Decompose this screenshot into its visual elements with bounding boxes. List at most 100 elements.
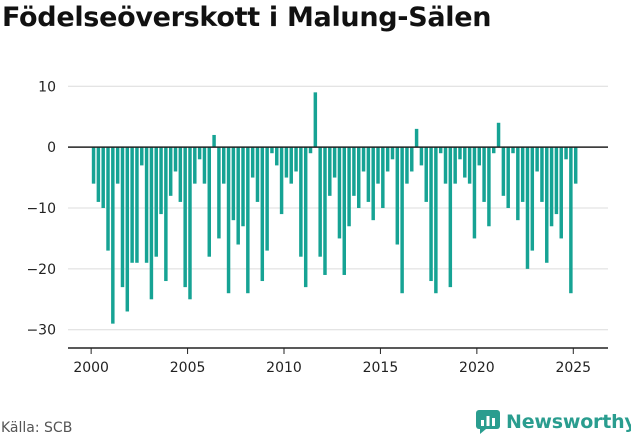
bar	[496, 122, 501, 148]
bar	[405, 147, 409, 184]
bar	[381, 147, 385, 208]
bar	[299, 147, 303, 257]
bar	[573, 147, 578, 184]
bar	[385, 147, 390, 172]
chart-title: Födelseöverskott i Malung-Sälen	[2, 2, 492, 33]
bar	[236, 147, 240, 245]
x-axis: 2000 2005 2010 2015 2020 2025	[68, 347, 608, 376]
bar	[318, 147, 322, 257]
bar	[540, 147, 544, 202]
bar	[308, 147, 313, 154]
bar	[564, 147, 568, 160]
bar	[164, 147, 168, 282]
bar	[376, 147, 380, 184]
source-note: Källa: SCB	[1, 420, 73, 436]
bar	[463, 147, 467, 178]
bar	[241, 147, 245, 227]
bar	[501, 147, 506, 196]
bar	[120, 147, 125, 288]
bar	[395, 147, 400, 245]
brand-logo: Newsworthy	[476, 408, 631, 436]
bar	[279, 147, 284, 215]
bar	[178, 147, 183, 202]
bar	[193, 147, 197, 184]
bar	[183, 147, 187, 288]
bar	[545, 147, 549, 263]
bar	[222, 147, 226, 184]
bar	[217, 147, 221, 239]
bar	[414, 128, 419, 148]
bar	[270, 147, 274, 154]
brand-name: Newsworthy	[506, 411, 631, 433]
bar	[429, 147, 433, 282]
bar	[125, 147, 130, 312]
bar	[342, 147, 346, 275]
x-tick-label: 2015	[363, 360, 399, 376]
bar	[207, 147, 211, 257]
x-tick-label: 2000	[73, 360, 109, 376]
y-tick-label: −20	[26, 262, 56, 278]
bar	[530, 147, 535, 251]
bar	[250, 147, 255, 178]
bar	[101, 147, 105, 208]
bar	[106, 147, 110, 251]
x-tick-label: 2025	[555, 360, 591, 376]
bar	[332, 147, 337, 178]
bar	[467, 147, 472, 184]
bar	[140, 147, 144, 166]
bar-series	[91, 92, 578, 324]
bar	[371, 147, 375, 221]
bar	[91, 147, 96, 184]
bar	[337, 147, 342, 239]
bar	[390, 147, 395, 160]
bar	[197, 147, 202, 160]
bar	[149, 147, 154, 300]
bar	[482, 147, 486, 202]
bar	[453, 147, 457, 184]
bar	[361, 147, 366, 172]
bar	[303, 147, 308, 288]
bar	[135, 147, 139, 263]
bar	[115, 147, 120, 184]
y-tick-label: −30	[26, 323, 56, 339]
bar	[458, 147, 462, 160]
bar	[357, 147, 361, 208]
bar	[472, 147, 477, 239]
bar	[323, 147, 327, 275]
bar	[487, 147, 491, 227]
bar	[400, 147, 404, 294]
y-tick-label: 10	[38, 79, 56, 95]
bar	[366, 147, 371, 202]
y-tick-label: −10	[26, 201, 56, 217]
bar	[443, 147, 448, 184]
bar	[438, 147, 443, 154]
x-tick-label: 2005	[170, 360, 206, 376]
y-axis: 10 0 −10 −20 −30	[26, 79, 56, 338]
bar	[477, 147, 481, 166]
bar	[173, 147, 178, 172]
bar	[313, 92, 318, 148]
bar	[520, 147, 525, 202]
bar	[294, 147, 298, 172]
bar	[525, 147, 530, 269]
bar	[410, 147, 414, 172]
bar	[188, 147, 192, 300]
bar	[159, 147, 163, 215]
x-tick-label: 2010	[266, 360, 302, 376]
bar	[535, 147, 539, 172]
bar	[549, 147, 554, 227]
bar	[492, 147, 496, 154]
x-tick-label: 2020	[459, 360, 495, 376]
bar	[347, 147, 351, 227]
bar	[419, 147, 424, 166]
bar	[554, 147, 559, 215]
bar	[212, 134, 216, 148]
bar	[96, 147, 101, 202]
bar	[569, 147, 573, 294]
bar	[448, 147, 453, 288]
bar	[255, 147, 260, 202]
bar	[289, 147, 293, 184]
bar	[434, 147, 438, 294]
bar	[424, 147, 428, 202]
